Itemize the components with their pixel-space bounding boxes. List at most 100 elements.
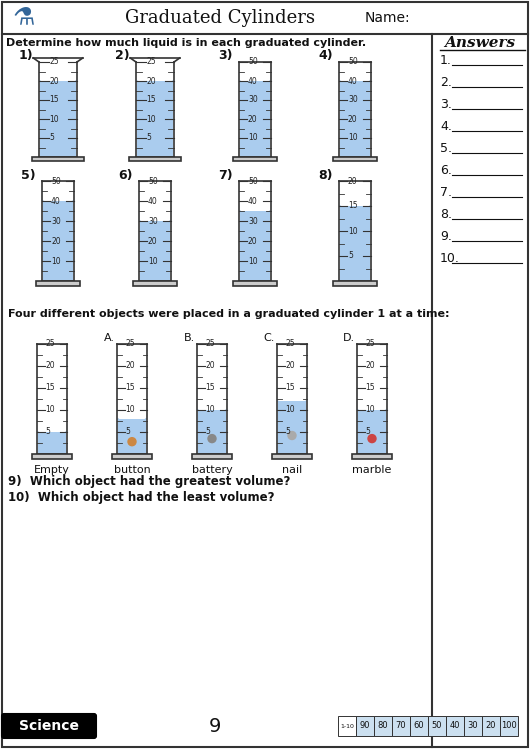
Text: Empty: Empty [34,465,70,475]
Bar [392,716,410,736]
Text: 20: 20 [126,362,135,371]
Text: 40: 40 [348,76,358,85]
Text: 50: 50 [432,721,442,730]
Bar [338,716,356,736]
Bar [32,157,84,161]
Text: 40: 40 [450,721,460,730]
Text: 5: 5 [146,133,152,142]
Bar [43,201,73,280]
Text: 10: 10 [286,405,295,414]
Text: 10: 10 [49,115,59,124]
Text: 10: 10 [146,115,156,124]
Text: 10: 10 [366,405,375,414]
Text: 70: 70 [396,721,407,730]
Bar [240,211,270,280]
Text: 5: 5 [46,428,50,437]
Text: nail: nail [282,465,302,475]
Text: 10: 10 [51,256,60,265]
Text: 10)  Which object had the least volume?: 10) Which object had the least volume? [8,491,275,503]
Text: 1): 1) [19,49,33,62]
Text: Name:: Name: [365,11,411,25]
Text: 5: 5 [366,428,370,437]
Bar [464,716,482,736]
Text: 50: 50 [348,58,358,67]
Bar [134,281,176,285]
Bar [37,281,80,285]
Bar [118,419,146,453]
Bar [358,410,386,453]
Text: 10: 10 [248,133,258,142]
Text: 2.: 2. [440,76,452,89]
Bar [333,157,377,161]
Bar [356,716,374,736]
Text: 6): 6) [119,169,133,181]
Bar [40,81,76,156]
Bar [352,454,392,459]
Text: 25: 25 [206,339,215,348]
Text: 25: 25 [146,58,156,67]
Circle shape [208,434,216,443]
Text: 15: 15 [348,201,358,210]
Text: 1-10: 1-10 [340,724,354,729]
Text: C.: C. [263,333,275,343]
Circle shape [368,434,376,443]
Text: 30: 30 [467,721,478,730]
Text: 100: 100 [501,721,517,730]
Bar [340,206,370,280]
Text: 20: 20 [486,721,496,730]
Text: 8.: 8. [440,208,452,222]
Text: 40: 40 [148,196,158,205]
Text: 15: 15 [206,383,215,392]
Text: Graduated Cylinders: Graduated Cylinders [125,9,315,27]
Text: 50: 50 [248,58,258,67]
Text: 30: 30 [248,96,258,105]
Text: 20: 20 [248,237,258,246]
FancyBboxPatch shape [2,714,96,738]
Text: 5: 5 [206,428,210,437]
Text: 5.: 5. [440,142,452,156]
Bar [38,432,66,453]
Text: 25: 25 [49,58,59,67]
Text: 10: 10 [348,226,358,235]
Bar [374,716,392,736]
Text: 20: 20 [51,237,60,246]
Text: 20: 20 [46,362,55,371]
Text: 9: 9 [209,717,221,736]
Bar [137,81,173,156]
Text: 30: 30 [148,216,158,225]
Text: 50: 50 [248,177,258,186]
Text: 20: 20 [49,76,59,85]
Text: 20: 20 [206,362,215,371]
Text: D.: D. [343,333,355,343]
Text: 2): 2) [116,49,130,62]
Text: button: button [113,465,151,475]
Text: 30: 30 [248,216,258,225]
Bar [240,81,270,156]
Text: 5: 5 [49,133,55,142]
Text: 3): 3) [218,49,233,62]
Text: 20: 20 [286,362,295,371]
Circle shape [288,431,296,440]
Text: 10.: 10. [440,252,460,265]
Bar [192,454,232,459]
Text: 20: 20 [148,237,157,246]
Circle shape [128,437,136,446]
Text: 5: 5 [348,252,353,261]
Text: 40: 40 [248,196,258,205]
Text: 5: 5 [126,428,130,437]
Text: 30: 30 [348,96,358,105]
Text: B.: B. [184,333,195,343]
Bar [410,716,428,736]
Text: 10: 10 [248,256,258,265]
Text: Answers: Answers [445,36,516,50]
Text: Determine how much liquid is in each graduated cylinder.: Determine how much liquid is in each gra… [6,38,366,48]
Text: 6.: 6. [440,165,452,178]
Text: marble: marble [352,465,392,475]
Text: 30: 30 [51,216,61,225]
Bar [140,221,170,280]
Text: 10: 10 [348,133,358,142]
Text: 50: 50 [51,177,61,186]
Bar [446,716,464,736]
Bar [198,410,226,453]
Text: 5: 5 [286,428,290,437]
